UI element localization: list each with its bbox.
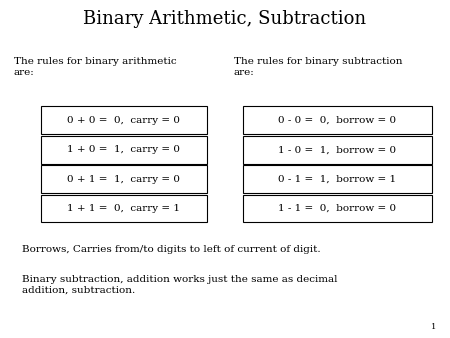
Text: Binary subtraction, addition works just the same as decimal
addition, subtractio: Binary subtraction, addition works just … — [22, 275, 338, 295]
Text: 0 + 1 =  1,  carry = 0: 0 + 1 = 1, carry = 0 — [67, 175, 180, 184]
FancyBboxPatch shape — [243, 195, 432, 222]
Text: 0 - 0 =  0,  borrow = 0: 0 - 0 = 0, borrow = 0 — [279, 116, 396, 125]
Text: Borrows, Carries from/to digits to left of current of digit.: Borrows, Carries from/to digits to left … — [22, 245, 321, 254]
Text: 1 + 0 =  1,  carry = 0: 1 + 0 = 1, carry = 0 — [67, 145, 180, 154]
FancyBboxPatch shape — [40, 165, 207, 193]
FancyBboxPatch shape — [243, 136, 432, 164]
Text: 1: 1 — [431, 323, 436, 331]
FancyBboxPatch shape — [40, 106, 207, 134]
FancyBboxPatch shape — [40, 136, 207, 164]
Text: 0 - 1 =  1,  borrow = 1: 0 - 1 = 1, borrow = 1 — [279, 175, 396, 184]
Text: 1 + 1 =  0,  carry = 1: 1 + 1 = 0, carry = 1 — [67, 204, 180, 213]
Text: 1 - 1 =  0,  borrow = 0: 1 - 1 = 0, borrow = 0 — [279, 204, 396, 213]
Text: The rules for binary subtraction
are:: The rules for binary subtraction are: — [234, 57, 402, 77]
FancyBboxPatch shape — [243, 106, 432, 134]
FancyBboxPatch shape — [243, 165, 432, 193]
FancyBboxPatch shape — [40, 195, 207, 222]
Text: The rules for binary arithmetic
are:: The rules for binary arithmetic are: — [14, 57, 176, 77]
Text: 0 + 0 =  0,  carry = 0: 0 + 0 = 0, carry = 0 — [67, 116, 180, 125]
Text: Binary Arithmetic, Subtraction: Binary Arithmetic, Subtraction — [83, 10, 367, 28]
Text: 1 - 0 =  1,  borrow = 0: 1 - 0 = 1, borrow = 0 — [279, 145, 396, 154]
